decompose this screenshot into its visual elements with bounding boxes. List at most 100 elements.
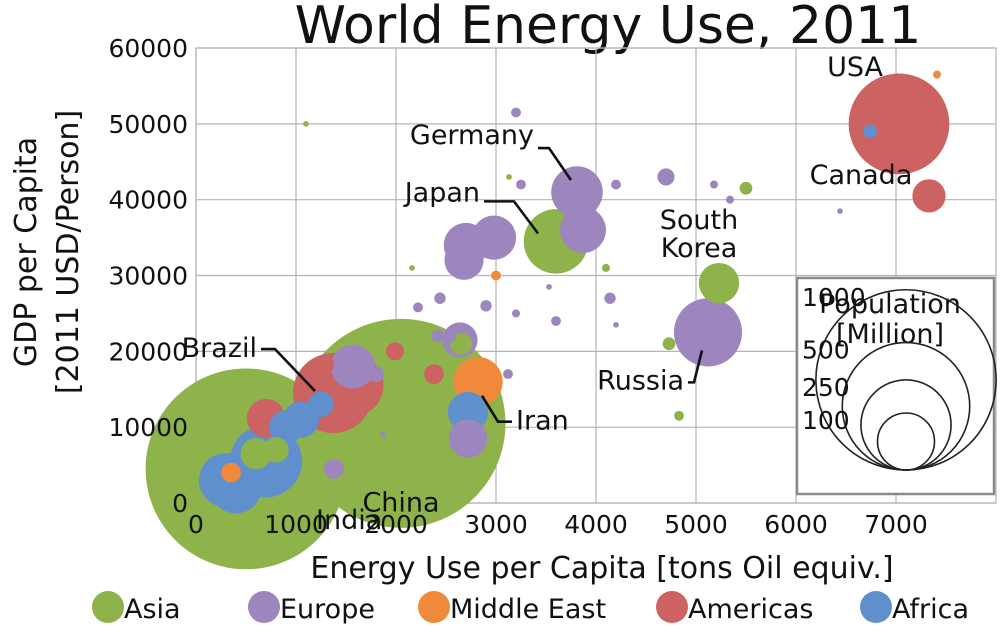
bubble (240, 438, 272, 470)
legend-swatch-middle-east (418, 591, 450, 623)
bubble (725, 195, 735, 204)
bubble (863, 124, 877, 139)
bubble (611, 179, 621, 190)
bubble (409, 265, 415, 271)
group-legend: Asia Europe Middle East Americas Africa (92, 591, 969, 625)
x-axis-title: Energy Use per Capita [tons Oil equiv.] (310, 551, 893, 586)
x-tick-label: 2000 (364, 510, 428, 539)
bubble (269, 410, 303, 445)
bubble (546, 284, 552, 290)
bubble (837, 208, 843, 214)
bubble (434, 292, 446, 304)
bubble-south-korea (698, 262, 740, 304)
label-usa: USA (827, 52, 883, 83)
size-legend-label: 100 (802, 406, 850, 435)
y-tick-label: 50000 (108, 110, 188, 139)
bubble (471, 215, 517, 260)
bubble (443, 329, 457, 343)
bubble (448, 419, 488, 458)
y-tick-label: 40000 (108, 186, 188, 215)
bubble (613, 321, 619, 328)
size-legend-label: 1000 (802, 283, 866, 312)
bubble (674, 410, 684, 421)
bubble (581, 172, 591, 181)
bubble (560, 207, 606, 253)
size-legend-label: 250 (802, 373, 850, 402)
leader-germany (538, 146, 573, 181)
bubble (604, 292, 616, 304)
bubble (303, 121, 309, 127)
bubble (330, 344, 376, 389)
leader-russia (688, 350, 704, 384)
y-tick-label: 20000 (108, 337, 188, 366)
bubble (367, 366, 385, 383)
bubble (516, 179, 526, 190)
y-axis-title-line-1: GDP per Capita (9, 137, 44, 367)
label-japan: Japan (403, 177, 480, 208)
leader-japan (484, 200, 540, 235)
x-tick-label: 5000 (664, 510, 728, 539)
x-tick-label: 1000 (264, 510, 328, 539)
bubble (506, 174, 512, 180)
bubble (511, 309, 521, 318)
label-russia: Russia (597, 365, 684, 396)
bubble (601, 263, 611, 272)
size-legend-label: 500 (802, 336, 850, 365)
x-tick-label: 3000 (464, 510, 528, 539)
bubble (657, 168, 675, 186)
legend-swatch-europe (248, 591, 280, 623)
bubble (551, 316, 561, 326)
legend-swatch-asia (92, 591, 124, 623)
bubble-russia (673, 298, 743, 367)
bubble (480, 300, 492, 312)
chart-title: World Energy Use, 2011 (295, 0, 922, 56)
bubble (511, 107, 521, 118)
label-germany: Germany (410, 120, 534, 151)
bubble (662, 337, 676, 351)
label-south-korea: South Korea (660, 205, 738, 264)
legend-label-europe: Europe (280, 594, 375, 625)
bubble-usa (848, 73, 950, 175)
legend-label-asia: Asia (124, 594, 181, 625)
annotation-leaders (261, 146, 704, 423)
leader-brazil (261, 347, 316, 392)
legend-swatch-americas (656, 591, 688, 623)
plot-frame (195, 47, 997, 504)
leader-iran (480, 394, 512, 423)
legend-label-africa: Africa (892, 594, 969, 625)
y-tick-labels: 0 10000 20000 30000 40000 50000 60000 (108, 34, 188, 518)
size-legend-circle (876, 412, 936, 471)
x-tick-label: 4000 (564, 510, 628, 539)
legend-label-middle-east: Middle East (450, 594, 606, 625)
x-tick-labels: 0 1000 2000 3000 4000 5000 6000 7000 (188, 510, 928, 539)
bubble (491, 270, 501, 281)
bubble (315, 355, 335, 375)
y-tick-label: 10000 (108, 413, 188, 442)
label-brazil: Brazil (182, 333, 257, 364)
bubble (444, 240, 484, 280)
bubble-layer (145, 70, 950, 570)
bubble (308, 391, 334, 418)
bubble-canada (912, 179, 946, 213)
label-india: India (316, 505, 382, 536)
bubble (503, 369, 513, 380)
y-axis-title-line-2: [2011 USD/Person] (51, 110, 86, 394)
size-legend-items: 1000 500 250 100 (802, 283, 997, 471)
bubble-germany (551, 166, 603, 218)
label-iran: Iran (516, 406, 569, 437)
y-tick-label: 30000 (108, 262, 188, 291)
bubble (385, 342, 405, 361)
bubble (932, 70, 942, 79)
bubble (221, 462, 241, 483)
x-tick-label: 7000 (864, 510, 928, 539)
size-legend-frame (795, 276, 996, 496)
label-canada: Canada (810, 160, 913, 191)
bubble (380, 431, 386, 438)
x-tick-label: 6000 (764, 510, 828, 539)
label-china: China (362, 487, 439, 518)
bubble (324, 459, 344, 479)
bubble (263, 437, 289, 463)
